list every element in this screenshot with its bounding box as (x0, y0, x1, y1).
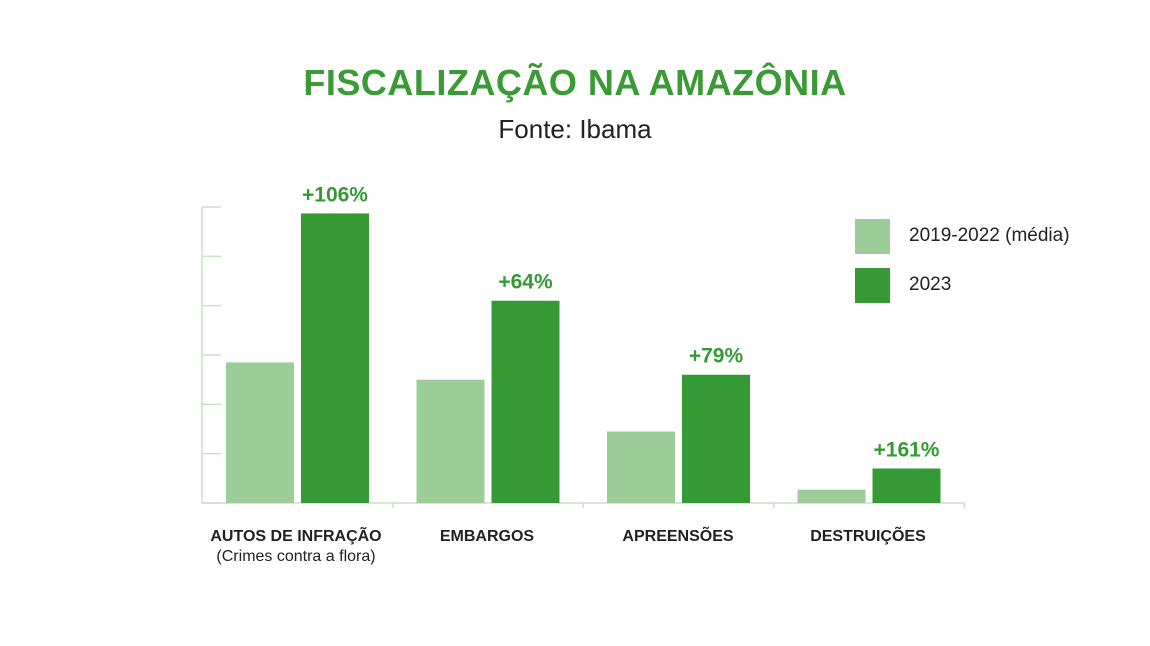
category-label-autos: AUTOS DE INFRAÇÃO (Crimes contra a flora… (196, 528, 396, 566)
legend-item-series-2: 2023 (855, 267, 1070, 303)
data-label-change: +161% (874, 438, 940, 461)
legend-item-series-1: 2019-2022 (média) (855, 218, 1070, 254)
chart-title: FISCALIZAÇÃO NA AMAZÔNIA (303, 62, 847, 103)
category-label-destruicoes: DESTRUIÇÕES (768, 528, 968, 546)
legend-swatch-series-1 (855, 218, 890, 254)
bar-series-1 (226, 362, 294, 503)
bar-series-1 (607, 431, 675, 503)
category-name: DESTRUIÇÕES (810, 528, 926, 545)
legend-label-series-1: 2019-2022 (média) (909, 225, 1070, 246)
bar-series-1 (416, 379, 485, 503)
category-name: AUTOS DE INFRAÇÃO (210, 528, 382, 545)
category-name: APREENSÕES (622, 528, 734, 545)
bar-series-2 (682, 374, 750, 503)
legend-swatch-series-2 (855, 267, 890, 303)
legend-label-series-2: 2023 (909, 274, 952, 295)
category-note: (Crimes contra a flora) (216, 548, 376, 565)
data-label-change: +106% (302, 183, 368, 206)
bar-series-1 (797, 489, 866, 503)
bar-series-2 (301, 213, 369, 503)
bar-series-2 (491, 300, 560, 503)
bar-series-2 (872, 468, 941, 503)
legend: 2019-2022 (média) 2023 (855, 218, 1070, 316)
category-name: EMBARGOS (439, 528, 535, 545)
chart-subtitle: Fonte: Ibama (498, 114, 652, 144)
data-label-change: +64% (498, 271, 553, 294)
data-label-change: +79% (689, 345, 744, 368)
category-label-embargos: EMBARGOS (387, 528, 587, 546)
category-label-apreensoes: APREENSÕES (578, 528, 778, 546)
